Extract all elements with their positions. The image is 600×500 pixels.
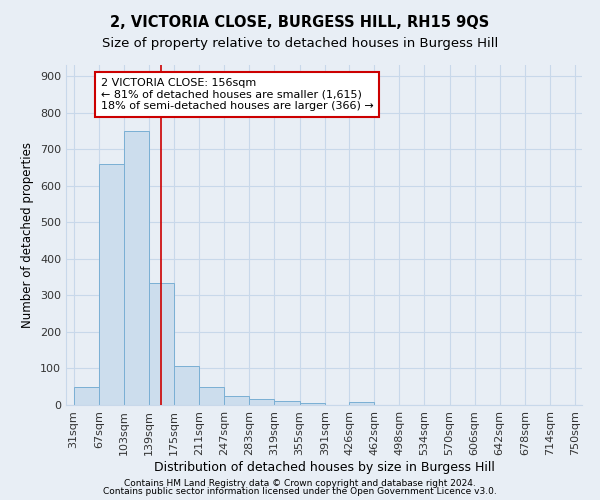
- Text: Size of property relative to detached houses in Burgess Hill: Size of property relative to detached ho…: [102, 38, 498, 51]
- Text: 2 VICTORIA CLOSE: 156sqm
← 81% of detached houses are smaller (1,615)
18% of sem: 2 VICTORIA CLOSE: 156sqm ← 81% of detach…: [101, 78, 374, 111]
- Bar: [74, 386, 99, 405]
- Text: Contains public sector information licensed under the Open Government Licence v3: Contains public sector information licen…: [103, 487, 497, 496]
- Bar: [199, 386, 224, 405]
- Bar: [224, 396, 250, 405]
- Y-axis label: Number of detached properties: Number of detached properties: [22, 142, 34, 328]
- Bar: [349, 402, 374, 405]
- Text: 2, VICTORIA CLOSE, BURGESS HILL, RH15 9QS: 2, VICTORIA CLOSE, BURGESS HILL, RH15 9Q…: [110, 15, 490, 30]
- Bar: [99, 164, 124, 405]
- X-axis label: Distribution of detached houses by size in Burgess Hill: Distribution of detached houses by size …: [154, 460, 494, 473]
- Bar: [299, 403, 325, 405]
- Bar: [124, 131, 149, 405]
- Bar: [149, 282, 174, 405]
- Text: Contains HM Land Registry data © Crown copyright and database right 2024.: Contains HM Land Registry data © Crown c…: [124, 478, 476, 488]
- Bar: [250, 399, 274, 405]
- Bar: [274, 401, 299, 405]
- Bar: [174, 366, 199, 405]
